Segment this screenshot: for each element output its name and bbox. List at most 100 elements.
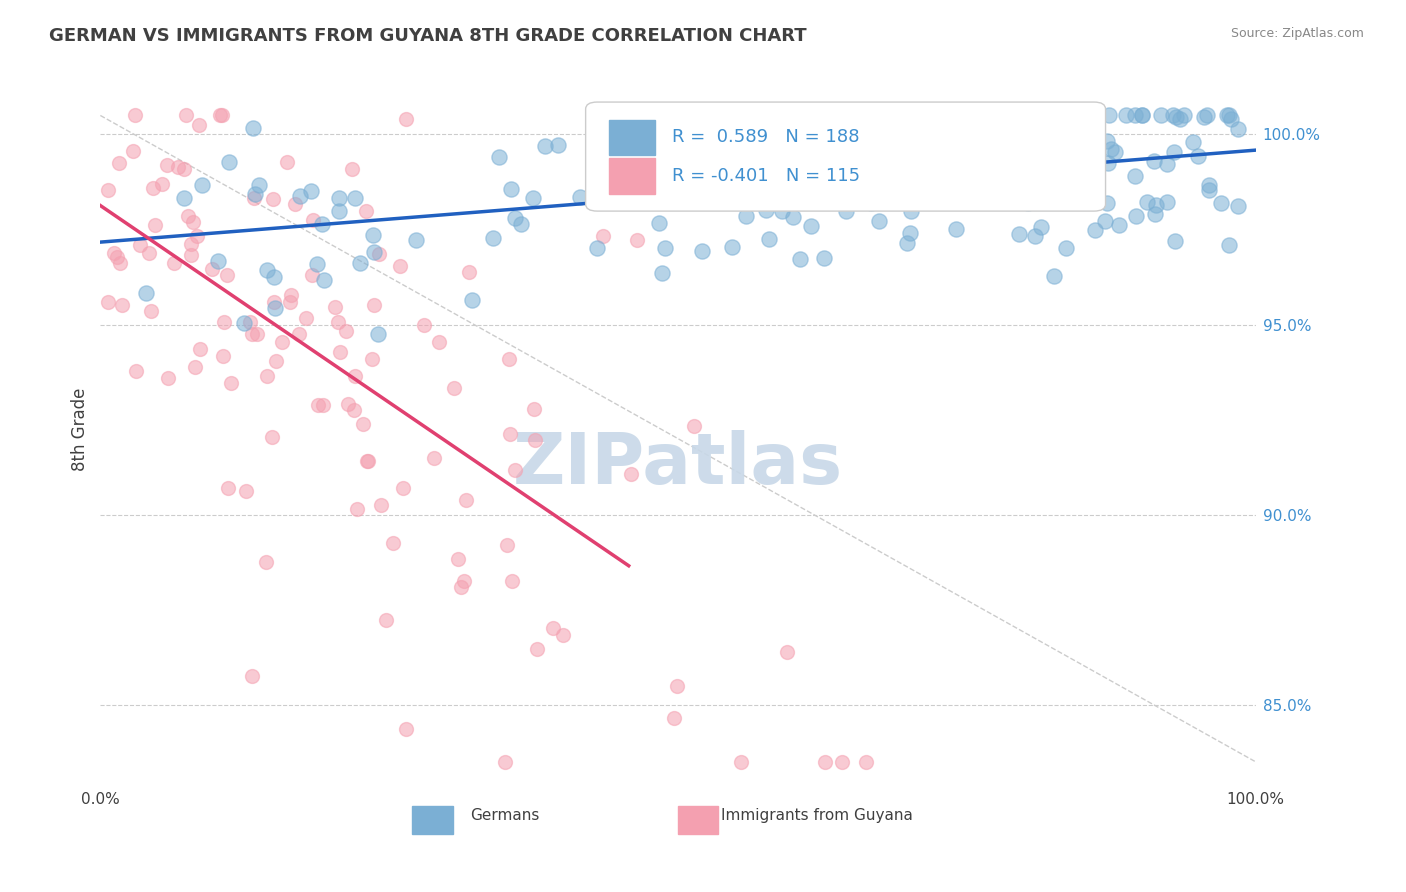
- Point: [1168, 112, 1191, 126]
- Point: [143, 218, 166, 232]
- Point: [263, 270, 285, 285]
- Point: [356, 454, 378, 468]
- Point: [328, 203, 350, 218]
- Point: [1164, 110, 1187, 124]
- Point: [808, 160, 831, 174]
- Point: [948, 190, 970, 204]
- Point: [1062, 108, 1084, 122]
- Point: [924, 154, 946, 169]
- Point: [1161, 108, 1184, 122]
- Point: [793, 135, 815, 149]
- Point: [264, 301, 287, 315]
- Point: [721, 240, 744, 254]
- Point: [1010, 162, 1032, 177]
- Point: [405, 233, 427, 247]
- Point: [1156, 194, 1178, 209]
- Point: [270, 335, 292, 350]
- Point: [494, 755, 516, 769]
- Point: [927, 177, 949, 191]
- Point: [945, 221, 967, 235]
- Point: [586, 241, 609, 255]
- Point: [1042, 125, 1064, 139]
- Point: [860, 196, 883, 211]
- Point: [900, 204, 922, 219]
- FancyBboxPatch shape: [412, 805, 453, 834]
- Point: [814, 755, 837, 769]
- Point: [156, 158, 179, 172]
- Point: [956, 178, 979, 192]
- Point: [1195, 108, 1218, 122]
- Point: [526, 642, 548, 657]
- Text: Germans: Germans: [470, 808, 540, 823]
- Point: [329, 344, 352, 359]
- Point: [367, 327, 389, 342]
- Point: [288, 326, 311, 341]
- Point: [1004, 158, 1026, 172]
- Point: [207, 253, 229, 268]
- Point: [457, 265, 479, 279]
- Point: [1123, 169, 1146, 184]
- Point: [664, 711, 686, 725]
- Point: [1024, 229, 1046, 244]
- Point: [167, 160, 190, 174]
- Point: [755, 203, 778, 218]
- Point: [868, 214, 890, 228]
- Point: [1136, 194, 1159, 209]
- Point: [734, 209, 756, 223]
- Point: [245, 186, 267, 201]
- Point: [1173, 108, 1195, 122]
- Point: [716, 137, 738, 152]
- Point: [254, 555, 277, 569]
- Point: [1144, 197, 1167, 211]
- Point: [1099, 142, 1122, 156]
- Point: [243, 191, 266, 205]
- Point: [307, 398, 329, 412]
- Point: [534, 139, 557, 153]
- Point: [138, 246, 160, 260]
- Point: [1057, 108, 1080, 122]
- Point: [264, 354, 287, 368]
- Point: [855, 755, 877, 769]
- Point: [904, 185, 927, 199]
- Point: [814, 163, 837, 178]
- Point: [994, 184, 1017, 198]
- Point: [375, 613, 398, 627]
- Point: [135, 285, 157, 300]
- Point: [173, 161, 195, 176]
- Point: [394, 722, 416, 736]
- Point: [301, 185, 323, 199]
- Point: [1042, 187, 1064, 202]
- Point: [1060, 161, 1083, 175]
- Text: R = -0.401   N = 115: R = -0.401 N = 115: [672, 167, 860, 185]
- Point: [950, 108, 973, 122]
- Point: [235, 484, 257, 499]
- Point: [911, 136, 934, 151]
- Point: [388, 259, 411, 273]
- Point: [498, 352, 520, 367]
- Point: [682, 419, 704, 434]
- Point: [288, 189, 311, 203]
- Point: [346, 502, 368, 516]
- Point: [770, 204, 793, 219]
- Point: [186, 229, 208, 244]
- Point: [1163, 235, 1185, 249]
- Point: [523, 402, 546, 417]
- Point: [1032, 184, 1054, 198]
- Point: [1143, 153, 1166, 168]
- FancyBboxPatch shape: [678, 805, 718, 834]
- Point: [340, 162, 363, 177]
- Point: [1095, 134, 1118, 148]
- Point: [263, 294, 285, 309]
- Point: [1005, 145, 1028, 160]
- Y-axis label: 8th Grade: 8th Grade: [72, 387, 89, 471]
- Point: [96, 295, 118, 310]
- Point: [280, 288, 302, 302]
- Point: [1125, 209, 1147, 223]
- Point: [122, 145, 145, 159]
- Point: [935, 128, 957, 142]
- Point: [343, 402, 366, 417]
- Point: [1150, 108, 1173, 122]
- Point: [124, 108, 146, 122]
- Point: [648, 216, 671, 230]
- Point: [839, 138, 862, 153]
